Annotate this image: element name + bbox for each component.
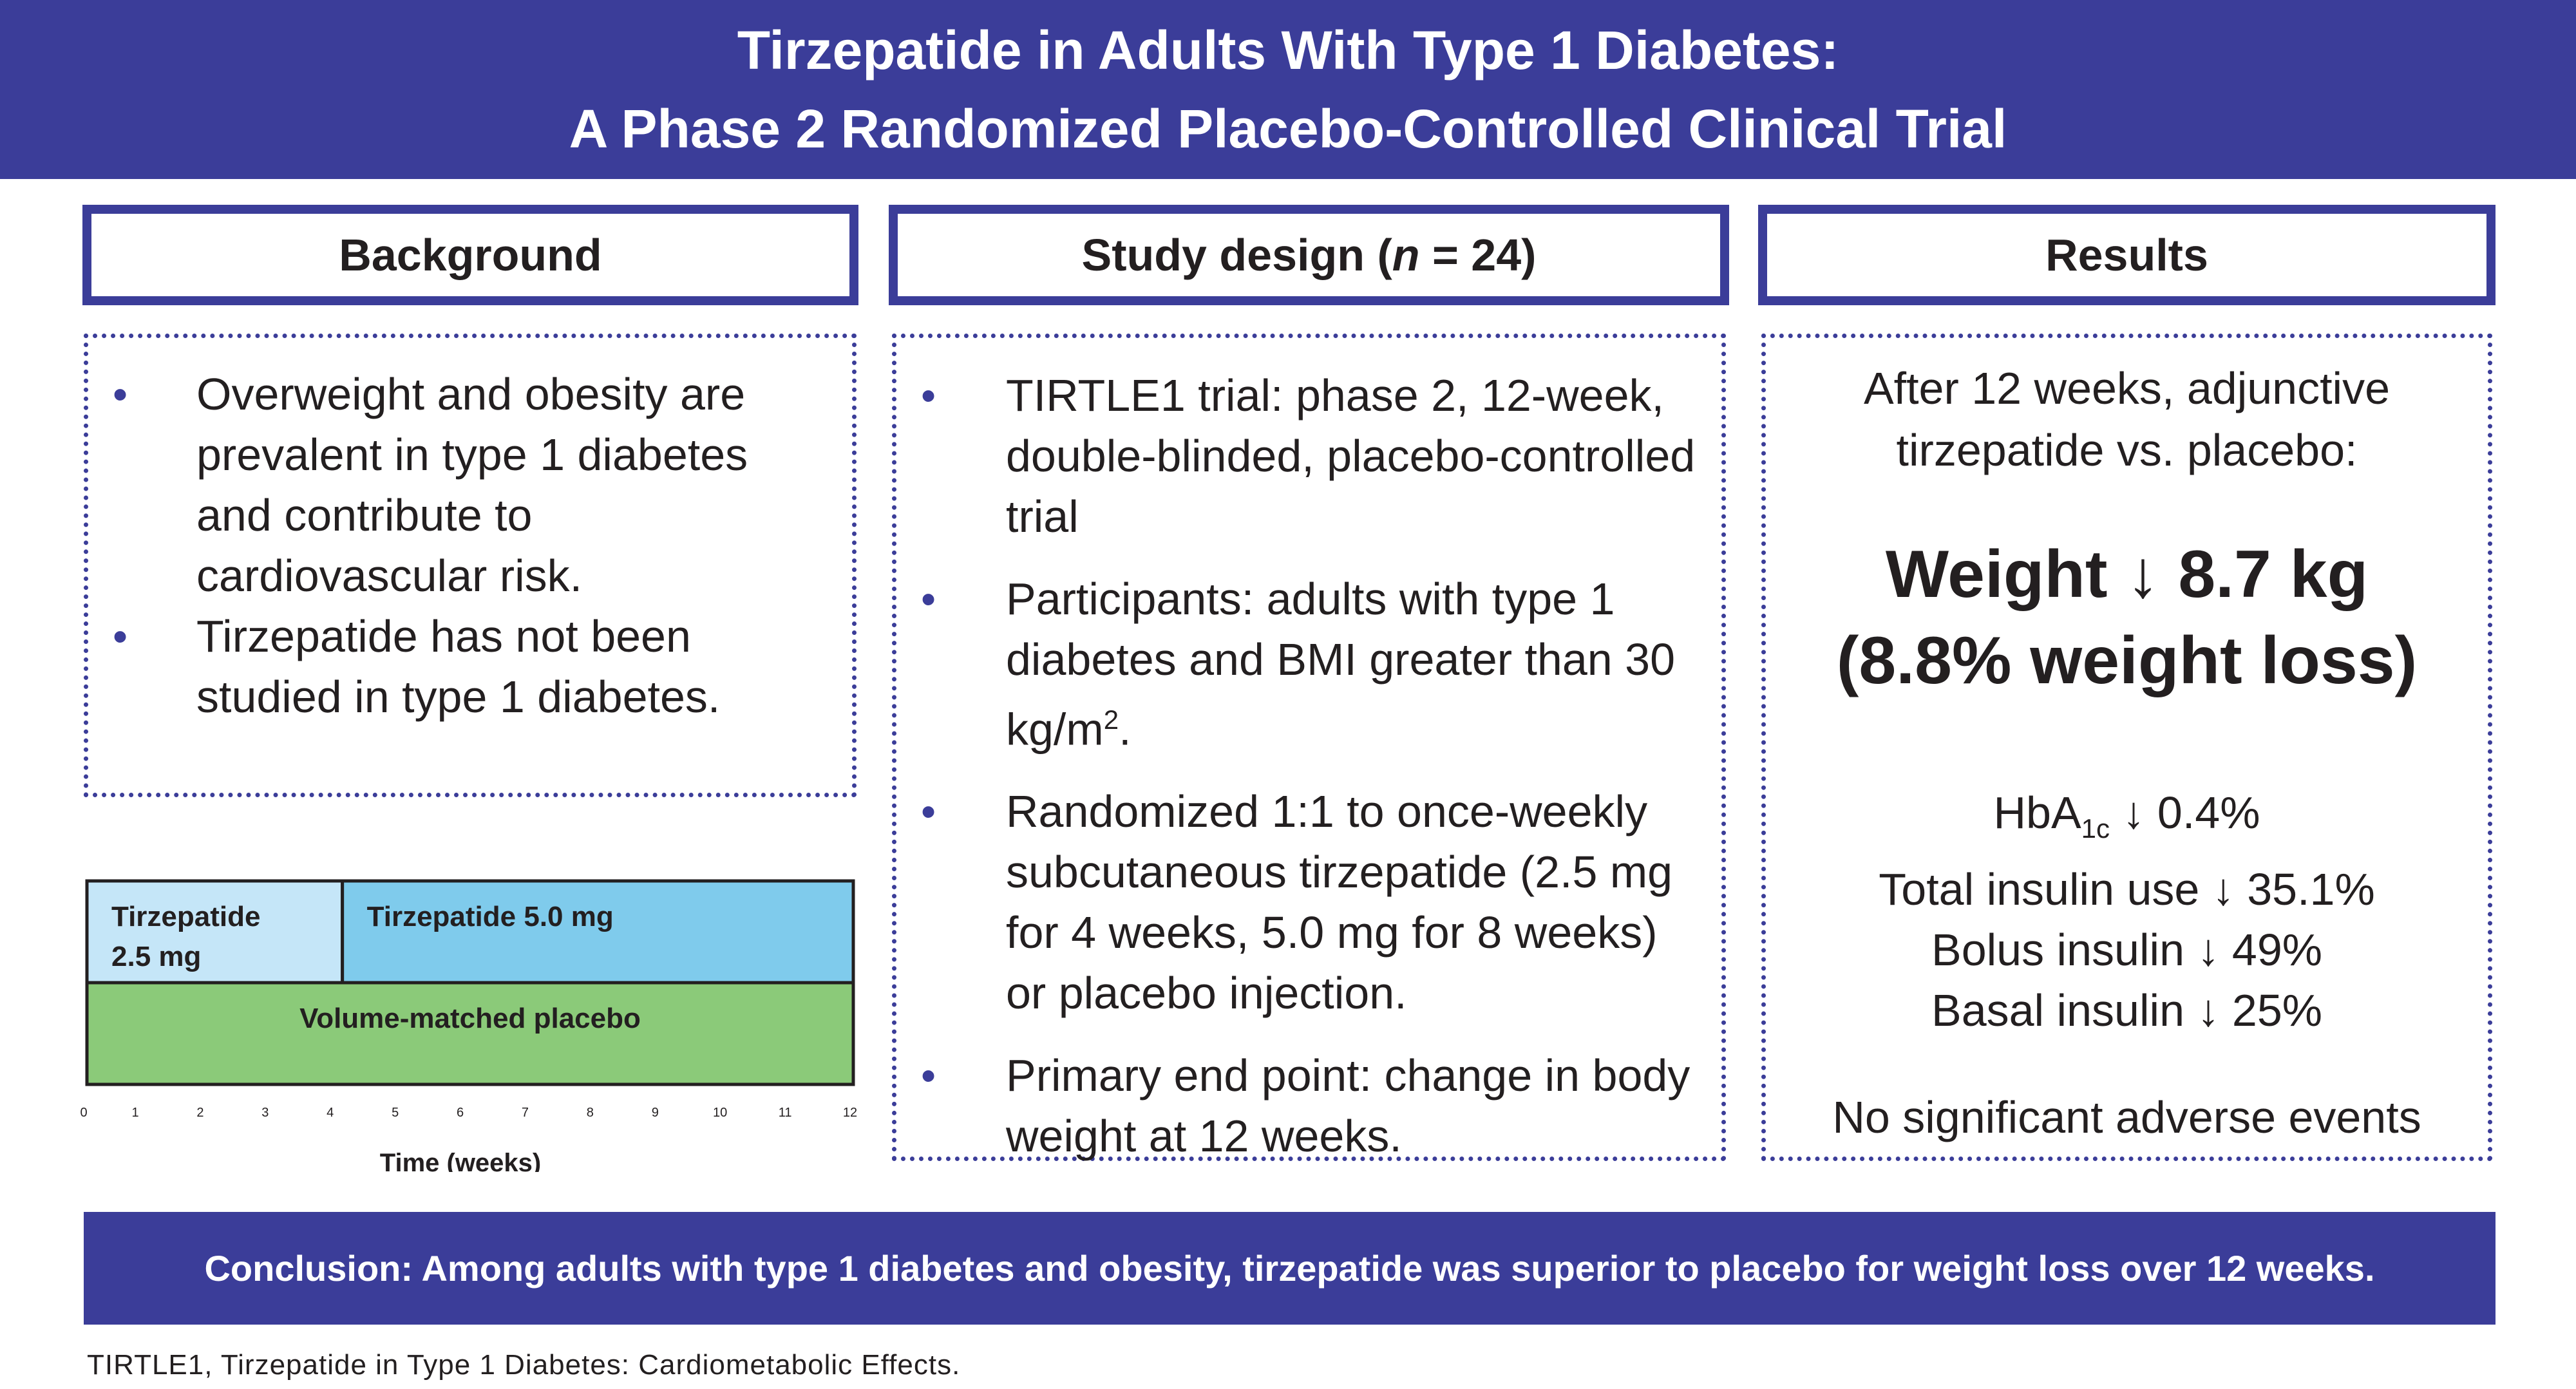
timeline-bars <box>85 879 855 1086</box>
background-heading: Background <box>339 230 602 280</box>
study-design-header: Study design (n = 24) <box>889 205 1729 305</box>
study-bullet-text: Randomized 1:1 to once-weekly subcutaneo… <box>1006 786 1673 1019</box>
x-tick-label: 8 <box>587 1106 594 1120</box>
placebo-bar <box>85 981 855 1086</box>
bmi-end: . <box>1119 704 1132 755</box>
bullet-icon: • <box>921 575 936 623</box>
bullet-icon: • <box>113 370 128 418</box>
background-bullet-text: Tirzepatide has not been studied in type… <box>196 611 721 722</box>
bullet-icon: • <box>921 788 936 836</box>
study-bullet: • Primary end point: change in body weig… <box>896 1045 1702 1166</box>
x-tick-label: 11 <box>779 1106 792 1120</box>
title-line-1: Tirzepatide in Adults With Type 1 Diabet… <box>737 20 1839 80</box>
study-design-heading-prefix: Study design ( <box>1081 230 1392 280</box>
study-design-heading: Study design (n = 24) <box>1082 229 1537 281</box>
footnote: TIRTLE1, Tirzepatide in Type 1 Diabetes:… <box>87 1349 961 1381</box>
dose1-label-line-1: Tirzepatide <box>111 901 260 932</box>
results-heading: Results <box>2045 230 2208 280</box>
x-tick-label: 5 <box>392 1106 399 1120</box>
x-tick-label: 2 <box>196 1106 204 1120</box>
results-header: Results <box>1758 205 2496 305</box>
x-tick-label: 6 <box>457 1106 464 1120</box>
timeline-chart: Tirzepatide 2.5 mg Tirzepatide 5.0 mg Vo… <box>80 879 857 1172</box>
weight-line-1: Weight ↓ 8.7 kg <box>1885 537 2369 612</box>
background-bullet: • Tirzepatide has not been studied in ty… <box>88 606 826 727</box>
x-tick-label: 3 <box>261 1106 269 1120</box>
dose1-label-line-2: 2.5 mg <box>111 941 201 972</box>
basal-insulin-result: Basal insulin ↓ 25% <box>1931 985 2322 1035</box>
x-tick-label: 7 <box>522 1106 529 1120</box>
x-axis-label: Time (weeks) <box>380 1149 542 1172</box>
title-line-2: A Phase 2 Randomized Placebo-Controlled … <box>569 99 2007 159</box>
results-intro-line-1: After 12 weeks, adjunctive <box>1863 363 2391 413</box>
background-panel: • Overweight and obesity are prevalent i… <box>84 334 857 797</box>
conclusion-text: Conclusion: Among adults with type 1 dia… <box>204 1248 2375 1289</box>
weight-line-2: (8.8% weight loss) <box>1836 623 2418 698</box>
study-bullet-text: TIRTLE1 trial: phase 2, 12-week, double-… <box>1006 370 1696 542</box>
conclusion-bar: Conclusion: Among adults with type 1 dia… <box>84 1212 2496 1325</box>
study-bullet: • Randomized 1:1 to once-weekly subcutan… <box>896 781 1702 1023</box>
dose2-label: Tirzepatide 5.0 mg <box>367 901 614 932</box>
bmi-superscript: 2 <box>1103 704 1119 735</box>
adverse-events: No significant adverse events <box>1832 1092 2421 1142</box>
results-intro: After 12 weeks, adjunctive tirzepatide v… <box>1766 357 2488 481</box>
header-bar: Tirzepatide in Adults With Type 1 Diabet… <box>0 0 2576 179</box>
x-tick-label: 0 <box>80 1106 87 1120</box>
study-design-heading-n: n <box>1392 230 1420 280</box>
hba1c-sub: 1c <box>2081 813 2110 844</box>
background-bullet-text: Overweight and obesity are prevalent in … <box>196 369 748 601</box>
x-tick-label: 10 <box>713 1106 727 1120</box>
bullet-icon: • <box>921 1052 936 1100</box>
weight-result: Weight ↓ 8.7 kg (8.8% weight loss) <box>1766 531 2488 704</box>
study-bullet-text: Primary end point: change in body weight… <box>1006 1050 1690 1162</box>
placebo-label: Volume-matched placebo <box>299 1003 641 1034</box>
x-tick-label: 4 <box>327 1106 334 1120</box>
bolus-insulin-result: Bolus insulin ↓ 49% <box>1931 925 2322 975</box>
bullet-icon: • <box>113 612 128 660</box>
bullet-icon: • <box>921 372 936 419</box>
study-bullet: • Participants: adults with type 1 diabe… <box>896 569 1702 759</box>
background-header: Background <box>82 205 858 305</box>
results-panel: After 12 weeks, adjunctive tirzepatide v… <box>1761 334 2492 1161</box>
secondary-results: HbA1c ↓ 0.4% Total insulin use ↓ 35.1% B… <box>1766 782 2488 1041</box>
timeline-ticks: 0 1 2 3 4 5 6 7 8 9 10 11 12 <box>80 1106 857 1120</box>
total-insulin-result: Total insulin use ↓ 35.1% <box>1879 864 2375 914</box>
hba1c-value: ↓ 0.4% <box>2110 788 2260 838</box>
study-design-heading-suffix: = 24) <box>1419 230 1537 280</box>
hba1c-result: HbA1c ↓ 0.4% <box>1766 782 2488 859</box>
study-design-panel: • TIRTLE1 trial: phase 2, 12-week, doubl… <box>892 334 1726 1161</box>
x-tick-label: 1 <box>131 1106 138 1120</box>
x-tick-label: 9 <box>652 1106 659 1120</box>
x-tick-label: 12 <box>843 1106 857 1120</box>
results-intro-line-2: tirzepatide vs. placebo: <box>1896 425 2358 475</box>
study-bullet-text: Participants: adults with type 1 diabete… <box>1006 574 1676 755</box>
study-bullet: • TIRTLE1 trial: phase 2, 12-week, doubl… <box>896 365 1702 547</box>
background-bullet: • Overweight and obesity are prevalent i… <box>88 364 826 606</box>
timeline-labels: Tirzepatide 2.5 mg Tirzepatide 5.0 mg Vo… <box>111 901 641 1034</box>
hba1c-label: HbA <box>1993 788 2081 838</box>
